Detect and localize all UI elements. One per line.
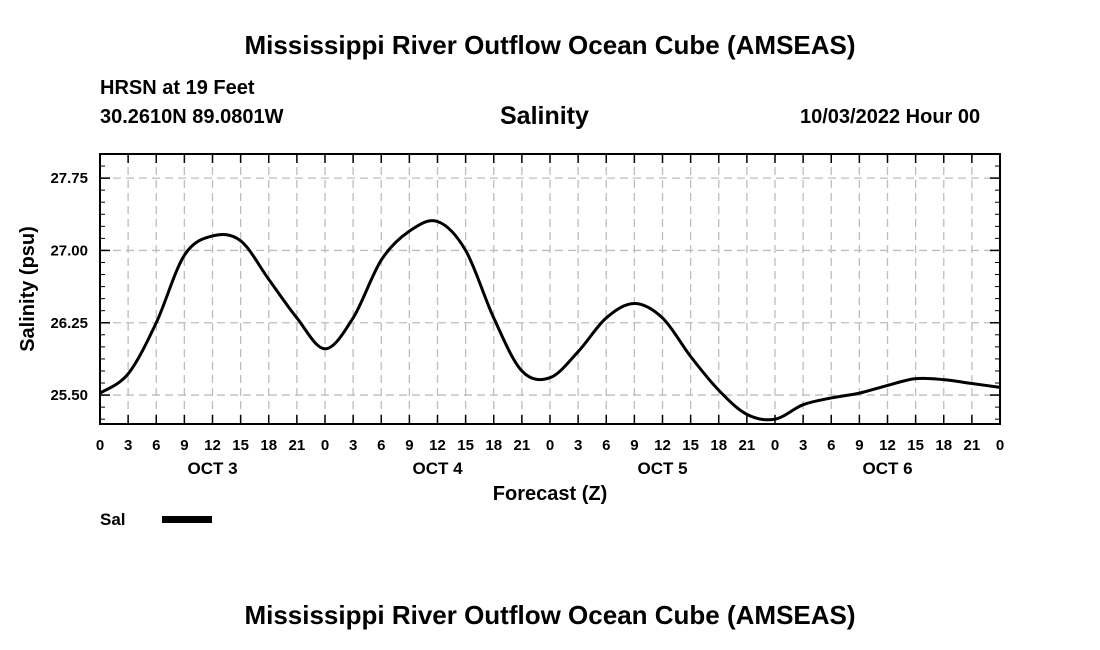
day-label: OCT 5 — [637, 459, 687, 478]
y-tick-label: 25.50 — [50, 387, 88, 404]
x-tick-label: 18 — [710, 437, 727, 454]
datetime-label: 10/03/2022 Hour 00 — [800, 106, 981, 128]
x-tick-label: 15 — [457, 437, 474, 454]
x-tick-label: 0 — [321, 437, 329, 454]
x-tick-label: 15 — [907, 437, 924, 454]
x-tick-label: 6 — [377, 437, 385, 454]
y-tick-label: 27.75 — [50, 170, 88, 187]
x-tick-label: 3 — [574, 437, 582, 454]
legend-label: Sal — [100, 510, 126, 529]
x-tick-label: 15 — [232, 437, 249, 454]
x-tick-label: 6 — [827, 437, 835, 454]
x-tick-label: 9 — [405, 437, 413, 454]
x-tick-label: 3 — [124, 437, 132, 454]
x-tick-label: 0 — [546, 437, 554, 454]
x-tick-label: 18 — [935, 437, 952, 454]
x-tick-label: 9 — [855, 437, 863, 454]
x-tick-label: 0 — [996, 437, 1004, 454]
day-label: OCT 3 — [187, 459, 237, 478]
x-tick-label: 12 — [654, 437, 671, 454]
x-tick-label: 18 — [260, 437, 277, 454]
x-tick-label: 0 — [96, 437, 104, 454]
x-tick-label: 12 — [204, 437, 221, 454]
x-tick-label: 21 — [964, 437, 981, 454]
x-tick-label: 3 — [349, 437, 357, 454]
x-tick-label: 6 — [152, 437, 160, 454]
day-label: OCT 4 — [412, 459, 463, 478]
y-tick-label: 26.25 — [50, 315, 88, 332]
day-label: OCT 6 — [862, 459, 912, 478]
x-tick-label: 3 — [799, 437, 807, 454]
chart-title-bottom: Mississippi River Outflow Ocean Cube (AM… — [244, 600, 856, 630]
x-tick-label: 0 — [771, 437, 779, 454]
location-label: 30.2610N 89.0801W — [100, 106, 284, 128]
y-tick-label: 27.00 — [50, 242, 88, 259]
station-label: HRSN at 19 Feet — [100, 77, 255, 99]
series-line-sal — [99, 219, 1001, 422]
x-tick-label: 12 — [879, 437, 896, 454]
x-axis-label: Forecast (Z) — [493, 483, 607, 505]
x-tick-label: 6 — [602, 437, 610, 454]
chart-title-top: Mississippi River Outflow Ocean Cube (AM… — [244, 30, 856, 60]
chart-subtitle: Salinity — [500, 102, 589, 130]
x-tick-label: 18 — [485, 437, 502, 454]
x-tick-label: 21 — [289, 437, 306, 454]
legend-swatch — [162, 516, 212, 523]
x-tick-label: 12 — [429, 437, 446, 454]
x-tick-label: 15 — [682, 437, 699, 454]
ticks-layer: 0 3 6 9 12 15 18 21 0 3 6 9 12 15 18 21 0 3 6 9 12 15 18 21 0 3 6 9… — [50, 154, 1004, 478]
x-tick-label: 21 — [514, 437, 531, 454]
grid-layer — [100, 154, 1000, 424]
x-tick-label: 9 — [630, 437, 638, 454]
y-axis-label: Salinity (psu) — [17, 226, 39, 352]
x-tick-label: 21 — [739, 437, 756, 454]
x-tick-label: 9 — [180, 437, 188, 454]
